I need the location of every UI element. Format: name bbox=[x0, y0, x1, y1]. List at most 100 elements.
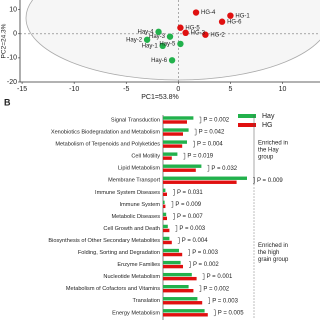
p-bracket bbox=[207, 164, 210, 172]
point-label: Hay-1 bbox=[142, 43, 159, 49]
group-label: grain group bbox=[258, 257, 289, 263]
panel-label: B bbox=[4, 97, 11, 107]
p-value-label: P = 0.002 bbox=[193, 262, 219, 268]
p-value-label: P = 0.042 bbox=[199, 130, 225, 136]
point-label: HG-4 bbox=[201, 10, 216, 16]
p-bracket bbox=[183, 152, 186, 160]
p-value-label: P = 0.009 bbox=[175, 202, 201, 208]
bar bbox=[163, 180, 237, 184]
point bbox=[159, 42, 166, 50]
point bbox=[168, 57, 176, 64]
point bbox=[192, 9, 200, 16]
point bbox=[202, 31, 209, 38]
bar bbox=[163, 276, 197, 281]
bar bbox=[163, 212, 167, 217]
p-value-label: P = 0.009 bbox=[257, 178, 283, 184]
point bbox=[177, 24, 184, 31]
point bbox=[218, 18, 226, 25]
bar bbox=[163, 116, 194, 120]
bar bbox=[163, 260, 181, 265]
y-axis-label: PC2=24.3% bbox=[1, 23, 8, 58]
group-label: Enriched in bbox=[258, 243, 288, 249]
group-label: group bbox=[258, 155, 274, 161]
category-label: Cell Growth and Death bbox=[103, 226, 160, 232]
legend-swatch bbox=[238, 123, 256, 127]
p-bracket bbox=[173, 213, 175, 220]
bar bbox=[163, 120, 187, 124]
bar bbox=[163, 309, 205, 313]
point bbox=[227, 12, 234, 19]
p-bracket bbox=[199, 116, 202, 124]
p-bracket bbox=[189, 261, 191, 268]
bar bbox=[163, 128, 189, 132]
point bbox=[166, 33, 174, 40]
bar bbox=[163, 297, 198, 301]
y-tick-label: 10 bbox=[9, 6, 17, 13]
point bbox=[177, 40, 184, 48]
p-bracket bbox=[177, 237, 180, 244]
p-bracket bbox=[199, 285, 202, 292]
bar bbox=[163, 289, 194, 293]
point-label: Hay-5 bbox=[159, 41, 176, 47]
group-label: Enriched in bbox=[258, 141, 288, 147]
p-bracket bbox=[188, 249, 190, 256]
p-value-label: P = 0.001 bbox=[207, 274, 233, 280]
p-bracket bbox=[173, 189, 175, 196]
p-value-label: P = 0.004 bbox=[197, 142, 223, 148]
confidence-ellipse bbox=[25, 0, 320, 81]
bar bbox=[163, 204, 166, 209]
bar bbox=[163, 285, 189, 289]
p-value-label: P = 0.019 bbox=[187, 154, 213, 160]
bar bbox=[163, 176, 247, 180]
y-tick-label: 0 bbox=[13, 31, 17, 38]
point-label: HG-3 bbox=[191, 30, 206, 36]
bar bbox=[163, 156, 172, 160]
category-label: Immune System bbox=[120, 202, 161, 208]
x-tick-label: 0 bbox=[176, 86, 180, 93]
legend-swatch bbox=[238, 114, 256, 118]
category-label: Energy Metabolism bbox=[112, 310, 160, 316]
point-label: HG-5 bbox=[185, 25, 200, 31]
legend-label: HG bbox=[262, 122, 273, 129]
point-label: Hay-6 bbox=[151, 58, 168, 64]
bar bbox=[163, 228, 170, 233]
category-label: Membrane Transport bbox=[108, 178, 160, 184]
p-bracket bbox=[171, 201, 174, 208]
p-value-label: P = 0.031 bbox=[177, 190, 203, 196]
bar bbox=[163, 152, 178, 156]
point-label: HG-1 bbox=[235, 13, 250, 19]
group-label: the high bbox=[258, 250, 279, 256]
group-label: the Hay bbox=[258, 148, 279, 154]
y-tick-label: -10 bbox=[7, 55, 17, 62]
bar bbox=[163, 236, 170, 241]
category-label: Enzyme Families bbox=[117, 262, 160, 268]
bar bbox=[163, 248, 179, 253]
bar bbox=[163, 252, 183, 257]
p-bracket bbox=[194, 128, 197, 136]
p-value-label: P = 0.005 bbox=[218, 310, 244, 316]
bar bbox=[163, 200, 165, 205]
legend-label: Hay bbox=[262, 113, 275, 120]
point bbox=[143, 36, 151, 43]
p-value-label: P = 0.002 bbox=[203, 118, 229, 124]
y-tick-label: -20 bbox=[7, 79, 17, 86]
category-label: Nucleotide Metabolism bbox=[103, 274, 160, 280]
x-tick-label: 5 bbox=[228, 86, 232, 93]
bar bbox=[163, 240, 172, 245]
bar bbox=[163, 132, 183, 136]
category-label: Biosynthesis of Other Secondary Metaboli… bbox=[48, 238, 160, 244]
x-tick-label: 10 bbox=[279, 86, 287, 93]
bar bbox=[163, 216, 167, 221]
category-label: Lipid Metabolism bbox=[118, 166, 160, 172]
x-tick-label: -5 bbox=[123, 86, 129, 93]
p-value-label: P = 0.002 bbox=[203, 286, 229, 292]
p-value-label: P = 0.003 bbox=[192, 250, 218, 256]
p-value-label: P = 0.004 bbox=[182, 238, 208, 244]
bar bbox=[163, 168, 196, 172]
bar bbox=[163, 188, 166, 192]
category-label: Xenobiotics Biodegradation and Metabolis… bbox=[51, 130, 160, 136]
x-axis-label: PC1=53.8% bbox=[141, 94, 179, 101]
x-tick-label: -15 bbox=[17, 86, 27, 93]
p-bracket bbox=[202, 273, 205, 280]
